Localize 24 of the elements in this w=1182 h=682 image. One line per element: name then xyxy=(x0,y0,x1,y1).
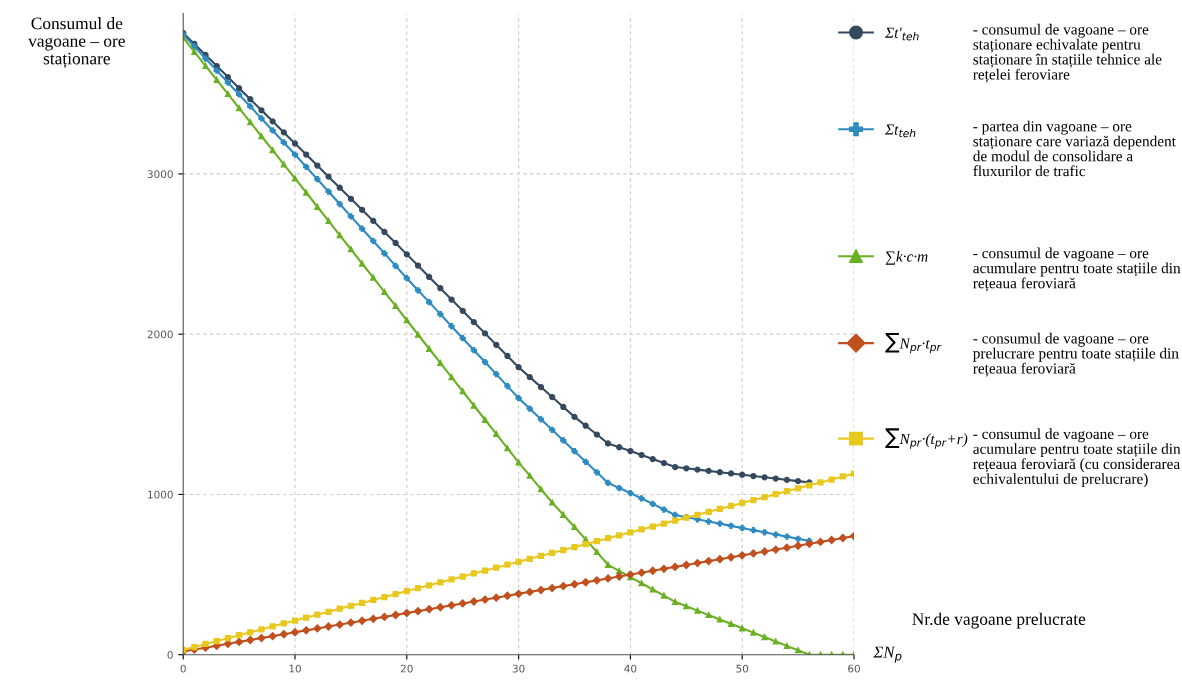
legend-label: ∑N$_{pr}$·t$_{pr}$ xyxy=(885,332,942,354)
legend-label: ∑k·c·m xyxy=(885,250,928,265)
legend-label: ∑N$_{pr}$·(t$_{pr}$+r) xyxy=(885,428,968,449)
text: - partea din vagoane – ore staționare care variază dependent de modul de consolidare a fluxurilor de trafic xyxy=(973,120,1176,177)
x-tick-label: 30 xyxy=(512,664,525,673)
legend-label: Σt$_{teh}$ xyxy=(885,124,916,138)
y-tick-label: 1000 xyxy=(148,490,173,499)
text: - consumul de vagoane – ore acumulare pentru toate stațiile din rețeaua feroviară xyxy=(973,247,1181,292)
x-tick-label: 10 xyxy=(289,664,301,673)
x-tick-label: 60 xyxy=(848,664,860,673)
text: - consumul de vagoane – ore acumulare pentru toate stațiile din rețeaua feroviară (cu considerarea echivalentului de prelucrare) xyxy=(973,428,1181,488)
x-tick-label: 40 xyxy=(624,664,637,673)
x-axis-title: Nr.de vagoane prelucrate xyxy=(912,612,1086,629)
y-tick-label: 0 xyxy=(167,650,173,659)
x-tick-label: 0 xyxy=(180,664,186,673)
text: - consumul de vagoane – ore staționare echivalate pentru staționare în stațiile tehnice ale rețelei feroviare xyxy=(973,23,1162,83)
text: - consumul de vagoane – ore prelucrare pentru toate stațiile din rețeaua feroviară xyxy=(973,332,1179,377)
y-axis-title: Consumul de vagoane – ore staționare xyxy=(28,17,125,68)
x-tick-label: 20 xyxy=(400,664,413,673)
y-tick-label: 3000 xyxy=(147,170,173,179)
text: ΣN$_{p}$ xyxy=(873,646,902,663)
y-tick-label: 2000 xyxy=(147,330,173,339)
x-tick-label: 50 xyxy=(736,664,749,673)
legend-label: Σt'$_{teh}$ xyxy=(885,27,919,41)
